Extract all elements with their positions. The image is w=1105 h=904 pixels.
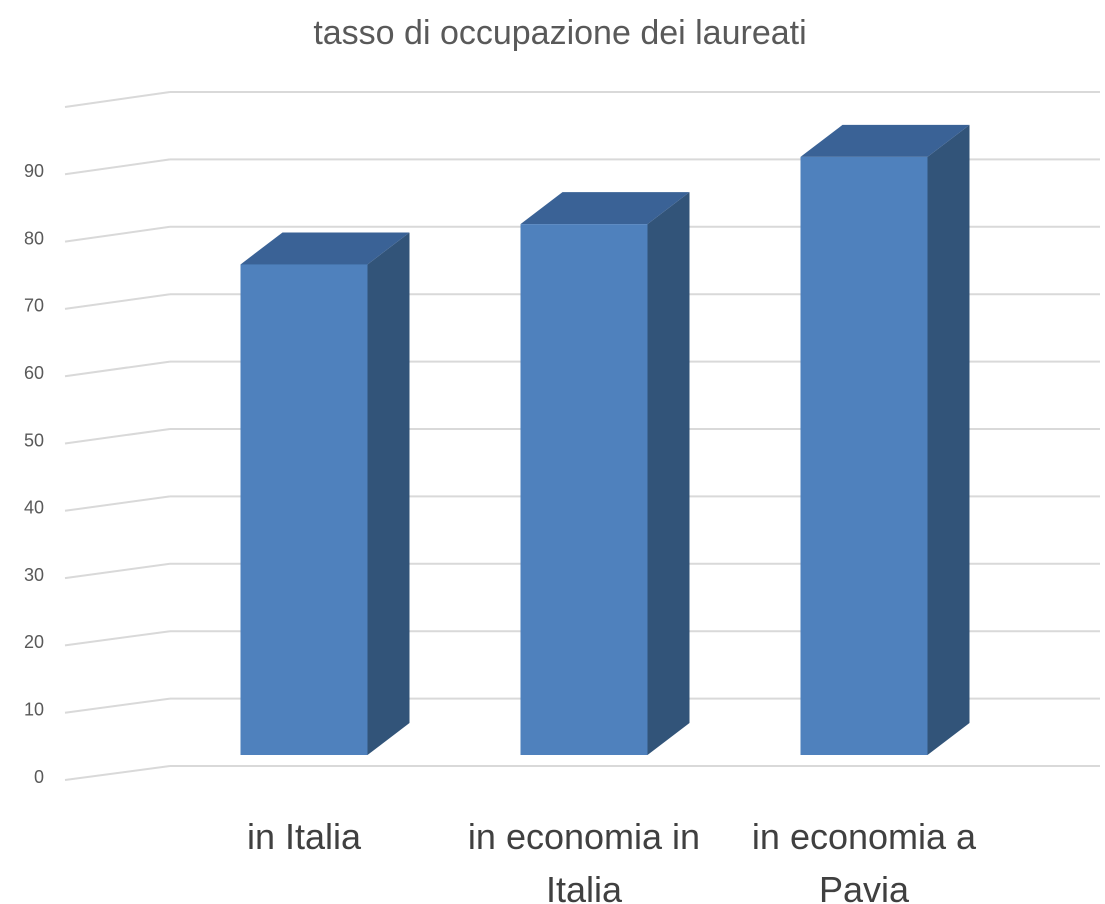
- y-tick-label: 50: [24, 430, 44, 450]
- bar-top: [520, 192, 690, 225]
- bar-side: [367, 232, 410, 755]
- chart-title: tasso di occupazione dei laureati: [313, 14, 806, 52]
- y-tick-label: 90: [24, 161, 44, 181]
- y-tick-label: 70: [24, 296, 44, 316]
- grid-line: [64, 495, 171, 512]
- y-tick-label: 40: [24, 498, 44, 518]
- grid-line: [64, 428, 171, 445]
- grid-line: [64, 158, 171, 176]
- y-tick-label: 20: [24, 632, 44, 652]
- grid-line: [64, 697, 171, 714]
- grid-line: [64, 293, 171, 310]
- y-tick-label: 80: [24, 228, 44, 248]
- y-tick-label: 30: [24, 565, 44, 585]
- y-tick-label: 10: [24, 699, 44, 719]
- x-tick-label: in economia in Italia: [467, 816, 701, 904]
- bar: [520, 224, 648, 755]
- bar: [800, 156, 928, 756]
- grid-line: [64, 630, 171, 647]
- bar-side: [647, 192, 690, 755]
- grid-line: [64, 765, 171, 781]
- bar: [240, 264, 368, 755]
- grid-line: [64, 360, 171, 378]
- grid-line: [64, 225, 171, 243]
- x-tick-label: in Italia: [246, 816, 362, 857]
- y-tick-label: 0: [34, 767, 44, 787]
- x-tick-label: in economia a Pavia: [751, 816, 977, 904]
- grid-line: [64, 562, 171, 580]
- y-tick-label: 60: [24, 363, 44, 383]
- bar-side: [927, 124, 970, 756]
- bar-top: [800, 124, 970, 157]
- bar-top: [240, 232, 410, 265]
- grid-line: [64, 91, 171, 108]
